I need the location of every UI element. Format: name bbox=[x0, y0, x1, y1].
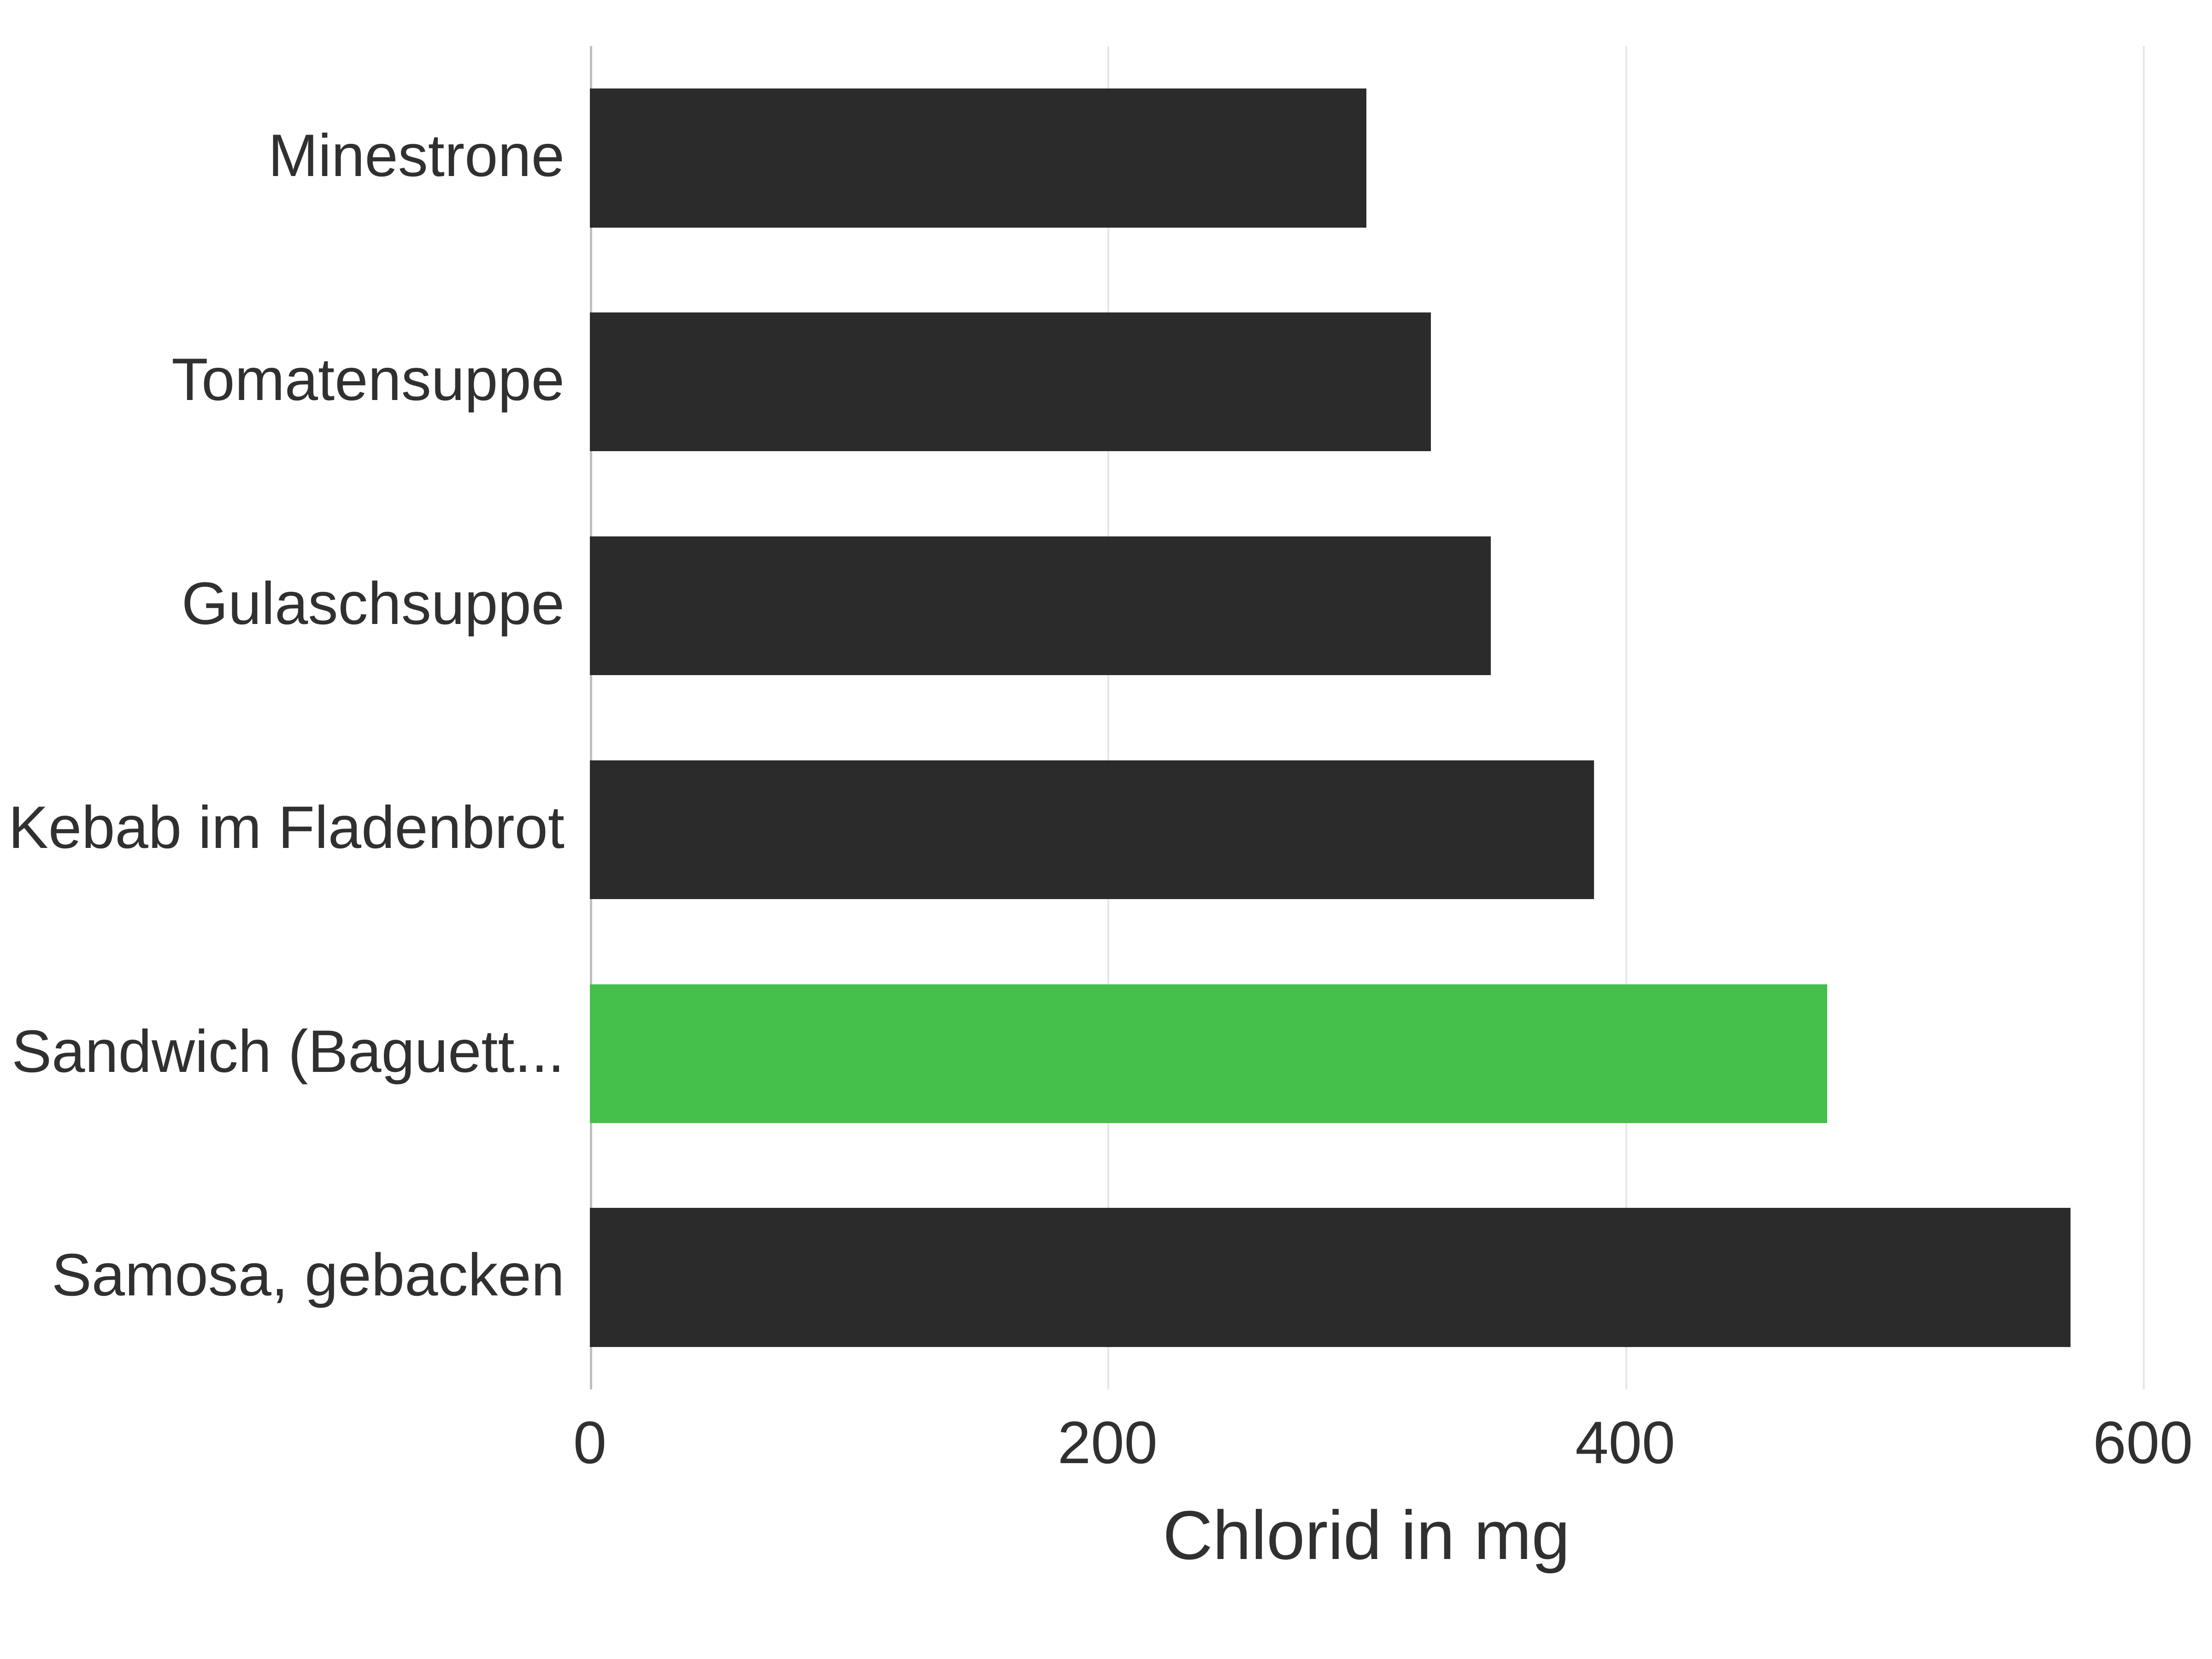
bar bbox=[590, 88, 1366, 227]
gridline bbox=[590, 46, 592, 1389]
chart-container: 0 200 400 600 Minestrone Tomatensuppe Gulaschs… bbox=[0, 0, 2212, 1659]
bar bbox=[590, 1208, 2071, 1347]
bar bbox=[590, 536, 1491, 675]
y-category-label: Kebab im Fladenbrot bbox=[2, 793, 565, 862]
gridline bbox=[2143, 46, 2145, 1389]
x-tick-label: 400 bbox=[1575, 1408, 1675, 1477]
x-axis-title: Chlorid in mg bbox=[590, 1495, 2143, 1575]
bar bbox=[590, 984, 1827, 1123]
x-tick-label: 200 bbox=[1058, 1408, 1158, 1477]
y-category-label: Minestrone bbox=[2, 121, 565, 190]
y-category-label: Sandwich (Baguett... bbox=[2, 1017, 565, 1086]
gridline bbox=[1107, 46, 1109, 1389]
gridline bbox=[1625, 46, 1627, 1389]
x-tick-label: 600 bbox=[2093, 1408, 2193, 1477]
y-category-label: Samosa, gebacken bbox=[2, 1240, 565, 1309]
plot-area bbox=[590, 46, 2143, 1389]
x-tick-label: 0 bbox=[573, 1408, 606, 1477]
bar bbox=[590, 760, 1594, 899]
bar bbox=[590, 312, 1431, 451]
y-category-label: Gulaschsuppe bbox=[2, 569, 565, 638]
y-category-label: Tomatensuppe bbox=[2, 345, 565, 414]
